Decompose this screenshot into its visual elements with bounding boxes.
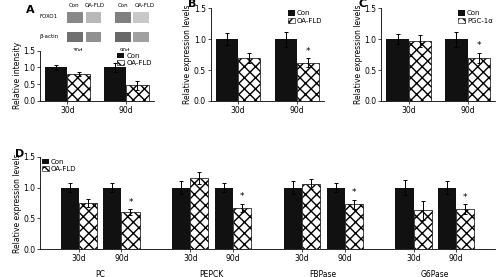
Text: *: * [306,47,310,56]
Bar [302,184,320,249]
Bar [216,39,238,101]
Y-axis label: Relative intensity: Relative intensity [12,42,22,109]
Bar [297,63,319,101]
Text: *: * [240,192,244,201]
Bar [134,12,149,23]
Y-axis label: Relative expression levels: Relative expression levels [12,153,22,253]
Legend: Con, OA-FLD: Con, OA-FLD [287,10,323,24]
Bar [68,32,83,42]
Text: OA-FLD: OA-FLD [134,2,154,7]
Bar [172,188,190,249]
Bar [86,32,102,42]
Text: FOXO1: FOXO1 [40,14,58,19]
Text: PC: PC [95,270,105,277]
Bar [104,188,122,249]
Legend: Con, PGC-1α: Con, PGC-1α [458,10,494,24]
Text: A: A [26,4,35,14]
Text: G6Pase: G6Pase [420,270,449,277]
Bar [396,188,413,249]
Bar [78,203,97,249]
Text: FBPase: FBPase [310,270,337,277]
Text: *: * [352,188,356,198]
Bar [115,32,131,42]
Text: Con: Con [69,2,80,7]
Bar [445,39,468,101]
Bar [414,210,432,249]
Y-axis label: Relative expression levels: Relative expression levels [354,5,363,104]
Text: PEPCK: PEPCK [200,270,224,277]
Bar [45,67,68,101]
Text: 30d: 30d [72,48,83,53]
Text: OA-FLD: OA-FLD [84,2,104,7]
Text: Con: Con [118,2,128,7]
Bar [60,188,78,249]
Bar [126,85,148,101]
Bar [190,178,208,249]
Text: *: * [476,41,481,50]
Text: 90d: 90d [120,48,130,53]
Legend: Con, OA-FLD: Con, OA-FLD [42,158,78,173]
Bar [438,188,456,249]
Text: *: * [128,198,132,207]
Text: C: C [358,0,366,9]
Bar [284,188,302,249]
Bar [238,58,260,101]
Bar [134,32,149,42]
Bar [344,204,362,249]
Bar [115,12,131,23]
Bar [68,12,83,23]
Legend: Con, OA-FLD: Con, OA-FLD [116,52,152,66]
Bar [86,12,102,23]
Bar [68,74,90,101]
Bar [122,212,140,249]
Bar [326,188,344,249]
Y-axis label: Relative expression levels: Relative expression levels [183,5,192,104]
Text: D: D [15,149,24,159]
Text: B: B [188,0,196,9]
Text: *: * [463,193,468,202]
Bar [215,188,233,249]
Bar [468,58,490,101]
Bar [456,209,474,249]
Bar [408,41,431,101]
Bar [386,39,408,101]
Bar [104,67,126,101]
Text: β-actin: β-actin [40,34,59,39]
Bar [274,39,297,101]
Bar [233,208,251,249]
